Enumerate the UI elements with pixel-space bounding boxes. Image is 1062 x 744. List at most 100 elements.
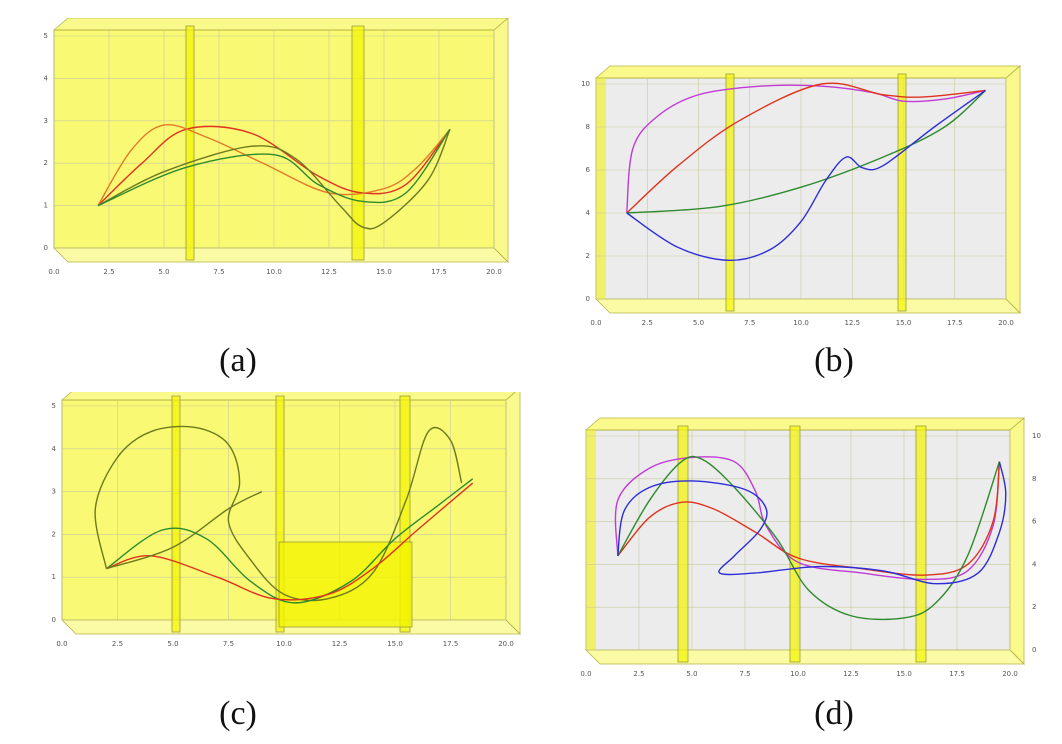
floor [585, 649, 1025, 665]
x-tick-label: 20.0 [1002, 670, 1018, 678]
left-wall [596, 78, 606, 299]
caption-b: (b) [814, 342, 854, 379]
series-magenta [614, 456, 1001, 581]
x-tick-label: 10.0 [276, 640, 292, 648]
floor [53, 247, 509, 263]
x-tick-label: 15.0 [387, 640, 403, 648]
series-blue [626, 89, 986, 262]
chart-d: 0.0 2.5 5.0 7.5 10.0 12.5 15.0 17.5 20.0 0 2 4 6 8 10 [580, 417, 1041, 678]
x-tick-label: 15.0 [896, 319, 912, 327]
x-tick-label: 17.5 [947, 319, 963, 327]
y-tick-label: 4 [586, 209, 591, 217]
y-tick-label: 2 [44, 159, 48, 167]
floor [595, 298, 1021, 314]
y-tick-label: 1 [52, 573, 56, 581]
x-tick-label: 5.0 [167, 640, 178, 648]
series-red [97, 125, 451, 207]
side-wall [505, 392, 521, 635]
y-tick-label: 3 [44, 117, 48, 125]
x-tick-label: 7.5 [744, 319, 755, 327]
series-olive [106, 490, 263, 570]
left-wall [586, 430, 596, 650]
x-tick-label: 0.0 [580, 670, 591, 678]
caption-d: (d) [814, 695, 854, 732]
x-tick-label: 0.0 [48, 268, 59, 276]
x-tick-label: 2.5 [112, 640, 123, 648]
panel-a: 0.0 2.5 5.0 7.5 10.0 12.5 15.0 17.5 20.0 0 1 2 3 4 5 [14, 18, 524, 328]
y-tick-label: 0 [1032, 646, 1036, 654]
y-tick-label: 8 [586, 123, 590, 131]
x-tick-label: 15.0 [376, 268, 392, 276]
y-tick-label: 4 [44, 74, 49, 82]
x-tick-label: 12.5 [844, 319, 860, 327]
series-orange [97, 124, 451, 206]
x-tick-label: 17.5 [431, 268, 447, 276]
chart-b: 0.0 2.5 5.0 7.5 10.0 12.5 15.0 17.5 20.0 0 2 4 6 8 10 [581, 65, 1022, 327]
y-tick-label: 10 [1032, 432, 1041, 440]
x-tick-label: 7.5 [213, 268, 224, 276]
series-red [617, 461, 1001, 576]
x-tick-label: 17.5 [949, 670, 965, 678]
wall-obstacle [897, 73, 907, 312]
x-tick-label: 20.0 [486, 268, 502, 276]
caption-c: (c) [219, 695, 257, 732]
y-tick-label: 5 [52, 402, 56, 410]
series-olive [94, 425, 463, 602]
x-tick-label: 10.0 [793, 319, 809, 327]
y-tick-label: 5 [44, 32, 48, 40]
x-tick-label: 17.5 [443, 640, 459, 648]
y-tick-label: 0 [586, 295, 590, 303]
y-tick-label: 4 [1032, 560, 1037, 568]
wall-obstacle [915, 425, 927, 663]
wall-obstacle [399, 395, 411, 633]
series-red [626, 82, 986, 214]
y-tick-label: 8 [1032, 475, 1036, 483]
panel-d: 0.0 2.5 5.0 7.5 10.0 12.5 15.0 17.5 20.0 0 2 4 6 8 10 [552, 392, 1052, 692]
side-wall [493, 18, 509, 263]
top-wall [60, 392, 516, 401]
series-green [617, 455, 1001, 621]
x-tick-label: 2.5 [103, 268, 114, 276]
y-tick-label: 3 [52, 488, 56, 496]
x-tick-label: 15.0 [896, 670, 912, 678]
y-tick-label: 6 [586, 166, 591, 174]
x-tick-label: 2.5 [642, 319, 653, 327]
series-green [97, 128, 451, 207]
wall-obstacle [789, 425, 801, 663]
series-green [106, 478, 474, 604]
x-tick-label: 12.5 [332, 640, 348, 648]
x-tick-label: 20.0 [498, 640, 514, 648]
y-tick-label: 1 [44, 202, 48, 210]
series-red [106, 482, 474, 601]
x-tick-label: 5.0 [686, 670, 697, 678]
x-tick-label: 10.0 [790, 670, 806, 678]
y-tick-label: 2 [586, 252, 590, 260]
x-tick-label: 12.5 [843, 670, 859, 678]
top-wall [52, 18, 509, 31]
wall-obstacle [275, 395, 285, 633]
x-tick-label: 10.0 [266, 268, 282, 276]
panel-b: 0.0 2.5 5.0 7.5 10.0 12.5 15.0 17.5 20.0 0 2 4 6 8 10 [548, 44, 1048, 334]
wall-obstacle [677, 425, 689, 663]
x-tick-label: 2.5 [633, 670, 644, 678]
series-olive [97, 129, 451, 230]
chart-c: 0.0 2.5 5.0 7.5 10.0 12.5 15.0 17.5 20.0 0 1 2 3 4 5 [52, 392, 521, 648]
series-green [626, 89, 986, 214]
x-tick-label: 7.5 [739, 670, 750, 678]
wall-obstacle [725, 73, 735, 312]
series-blue [617, 461, 1007, 585]
y-tick-label: 2 [1032, 603, 1036, 611]
y-tick-label: 10 [581, 80, 590, 88]
x-tick-label: 7.5 [223, 640, 234, 648]
x-tick-label: 12.5 [321, 268, 337, 276]
caption-a: (a) [219, 342, 257, 379]
y-tick-label: 6 [1032, 518, 1037, 526]
x-tick-label: 5.0 [158, 268, 169, 276]
x-tick-label: 0.0 [56, 640, 67, 648]
panel-c: 0.0 2.5 5.0 7.5 10.0 12.5 15.0 17.5 20.0 0 1 2 3 4 5 [14, 392, 524, 692]
x-tick-label: 5.0 [693, 319, 704, 327]
y-tick-label: 4 [52, 445, 57, 453]
wall-obstacle [185, 25, 195, 261]
y-tick-label: 0 [52, 616, 56, 624]
y-tick-label: 0 [44, 244, 48, 252]
